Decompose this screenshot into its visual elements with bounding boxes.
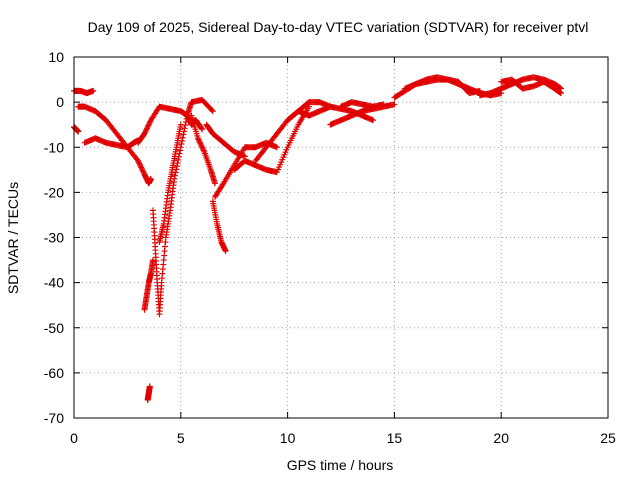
data-point [197,140,204,147]
series-arc-i [156,121,184,246]
x-axis-ticks: 0 5 10 15 20 25 [70,57,616,446]
data-point [183,115,190,122]
x-tick-label: 20 [493,430,509,446]
data-point [147,175,154,182]
data-point [146,383,153,390]
data-point [143,126,150,133]
series-arc-v [498,76,565,97]
chart-title: Day 109 of 2025, Sidereal Day-to-day VTE… [88,19,589,35]
data-point [194,135,201,142]
y-tick-label: -10 [44,139,64,155]
data-point [198,141,205,148]
series-arc-a [71,87,97,97]
y-tick-label: -20 [44,184,64,200]
data-point [219,181,226,188]
data-point [137,161,144,168]
data-point [196,137,203,144]
series-arc-k [209,198,229,255]
data-point [175,156,182,163]
data-point [198,125,205,132]
data-point [558,90,565,97]
data-point [135,159,142,166]
data-point [177,121,184,128]
data-point [135,157,142,164]
y-tick-label: -60 [44,365,64,381]
data-point [140,168,147,175]
series-arc-j [188,112,218,187]
data-point [142,129,149,136]
data-point [391,101,398,108]
data-point [138,164,145,171]
data-point [172,172,179,179]
data-point [199,126,206,133]
y-tick-label: -50 [44,320,64,336]
series-arc-b [71,123,82,135]
series-arc-l [211,139,280,200]
data-point [200,146,207,153]
y-tick-label: -70 [44,410,64,426]
data-point [198,143,205,150]
x-tick-label: 25 [600,430,616,446]
data-point [136,160,143,167]
series-arc-g [144,383,153,403]
data-point [196,139,203,146]
series-arc-d [81,135,142,151]
x-tick-label: 5 [177,430,185,446]
data-point [145,121,152,128]
y-tick-label: 10 [48,49,64,65]
series-arc-c [75,103,154,187]
x-tick-label: 0 [70,430,78,446]
x-tick-label: 10 [280,430,296,446]
series-arc-t [402,74,483,97]
data-point [139,167,146,174]
data-point [141,130,148,137]
data-point [137,163,144,170]
y-tick-label: -30 [44,230,64,246]
data-point [222,248,229,255]
data-point [273,144,280,151]
data-point [144,125,151,132]
data-point [173,163,180,170]
y-tick-label: 0 [56,94,64,110]
data-point [177,147,184,154]
data-point [144,123,151,130]
data-point [181,125,188,132]
data-point [370,117,377,124]
data-point [208,107,215,114]
data-point [380,101,387,108]
data-point [195,136,202,143]
data-point [150,257,157,264]
series-arc-f [141,257,157,313]
y-axis-ticks: -70 -60 -50 -40 -30 -20 -10 0 10 [44,49,608,426]
series-arc-m [203,121,248,160]
data-point [142,128,149,135]
data-point [145,122,152,129]
data-point [75,128,82,135]
data-point [180,131,187,138]
data-point [211,180,218,187]
y-tick-label: -40 [44,275,64,291]
data-point [90,87,97,94]
data-point [178,141,185,148]
series-arc-h [150,96,216,318]
data-point [182,118,189,125]
x-axis-label: GPS time / hours [287,457,394,473]
series-arc-r [338,99,387,110]
data-points [71,74,565,403]
data-point [209,108,216,115]
data-point [200,147,207,154]
x-tick-label: 15 [387,430,403,446]
data-point [199,144,206,151]
data-point [138,165,145,172]
data-point [146,119,153,126]
y-axis-label: SDTVAR / TECUs [5,182,21,294]
